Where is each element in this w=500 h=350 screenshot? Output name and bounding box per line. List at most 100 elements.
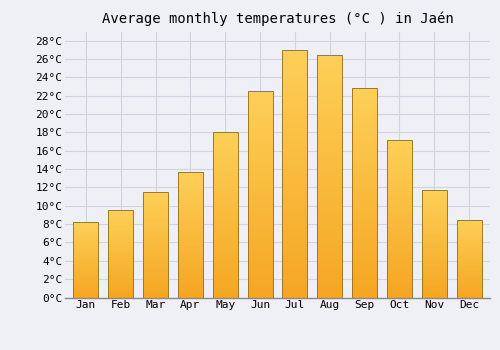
- Bar: [108, 289, 134, 290]
- Bar: [422, 227, 447, 229]
- Bar: [282, 194, 308, 198]
- Bar: [74, 228, 98, 230]
- Bar: [248, 289, 272, 293]
- Bar: [422, 210, 447, 212]
- Bar: [422, 239, 447, 242]
- Bar: [456, 271, 481, 273]
- Bar: [456, 219, 481, 221]
- Bar: [212, 139, 238, 142]
- Bar: [317, 273, 342, 278]
- Bar: [178, 227, 203, 230]
- Bar: [422, 216, 447, 218]
- Bar: [282, 84, 308, 90]
- Bar: [143, 253, 168, 255]
- Bar: [143, 230, 168, 232]
- Bar: [422, 254, 447, 257]
- Bar: [178, 197, 203, 199]
- Bar: [387, 181, 412, 184]
- Bar: [74, 231, 98, 233]
- Bar: [456, 263, 481, 265]
- Bar: [422, 287, 447, 289]
- Bar: [387, 200, 412, 203]
- Bar: [143, 238, 168, 240]
- Bar: [212, 251, 238, 254]
- Bar: [248, 132, 272, 137]
- Bar: [248, 157, 272, 161]
- Bar: [212, 155, 238, 159]
- Bar: [317, 55, 342, 60]
- Bar: [178, 192, 203, 195]
- Bar: [456, 257, 481, 259]
- Bar: [282, 178, 308, 184]
- Bar: [422, 282, 447, 285]
- Bar: [317, 196, 342, 201]
- Bar: [352, 222, 377, 226]
- Bar: [248, 108, 272, 112]
- Bar: [143, 192, 168, 298]
- Bar: [178, 285, 203, 287]
- Bar: [143, 293, 168, 295]
- Bar: [282, 228, 308, 233]
- Bar: [422, 237, 447, 239]
- Bar: [108, 233, 134, 235]
- Bar: [387, 222, 412, 225]
- Bar: [248, 194, 272, 198]
- Title: Average monthly temperatures (°C ) in Jaén: Average monthly temperatures (°C ) in Ja…: [102, 12, 454, 26]
- Bar: [387, 174, 412, 177]
- Bar: [143, 234, 168, 236]
- Bar: [74, 264, 98, 266]
- Bar: [456, 260, 481, 262]
- Bar: [422, 295, 447, 298]
- Bar: [108, 216, 134, 217]
- Bar: [352, 214, 377, 218]
- Bar: [74, 251, 98, 252]
- Bar: [317, 186, 342, 191]
- Bar: [212, 288, 238, 291]
- Bar: [282, 144, 308, 149]
- Bar: [108, 261, 134, 262]
- Bar: [74, 290, 98, 292]
- Bar: [282, 114, 308, 119]
- Bar: [352, 168, 377, 172]
- Bar: [74, 242, 98, 243]
- Bar: [317, 205, 342, 210]
- Bar: [282, 189, 308, 194]
- Bar: [456, 241, 481, 243]
- Bar: [282, 268, 308, 273]
- Bar: [74, 257, 98, 258]
- Bar: [282, 154, 308, 159]
- Bar: [108, 252, 134, 254]
- Bar: [108, 240, 134, 242]
- Bar: [74, 287, 98, 288]
- Bar: [248, 240, 272, 244]
- Bar: [317, 65, 342, 70]
- Bar: [387, 241, 412, 244]
- Bar: [422, 231, 447, 233]
- Bar: [352, 285, 377, 289]
- Bar: [317, 239, 342, 244]
- Bar: [212, 235, 238, 238]
- Bar: [456, 246, 481, 247]
- Bar: [74, 263, 98, 264]
- Bar: [282, 90, 308, 95]
- Bar: [282, 70, 308, 75]
- Bar: [74, 281, 98, 282]
- Bar: [212, 291, 238, 294]
- Bar: [248, 277, 272, 281]
- Bar: [248, 256, 272, 260]
- Bar: [178, 199, 203, 202]
- Bar: [282, 55, 308, 60]
- Bar: [108, 212, 134, 214]
- Bar: [108, 257, 134, 259]
- Bar: [248, 252, 272, 256]
- Bar: [74, 243, 98, 245]
- Bar: [143, 203, 168, 205]
- Bar: [108, 247, 134, 249]
- Bar: [317, 138, 342, 142]
- Bar: [422, 293, 447, 295]
- Bar: [178, 215, 203, 217]
- Bar: [352, 97, 377, 101]
- Bar: [178, 172, 203, 298]
- Bar: [74, 224, 98, 225]
- Bar: [352, 243, 377, 247]
